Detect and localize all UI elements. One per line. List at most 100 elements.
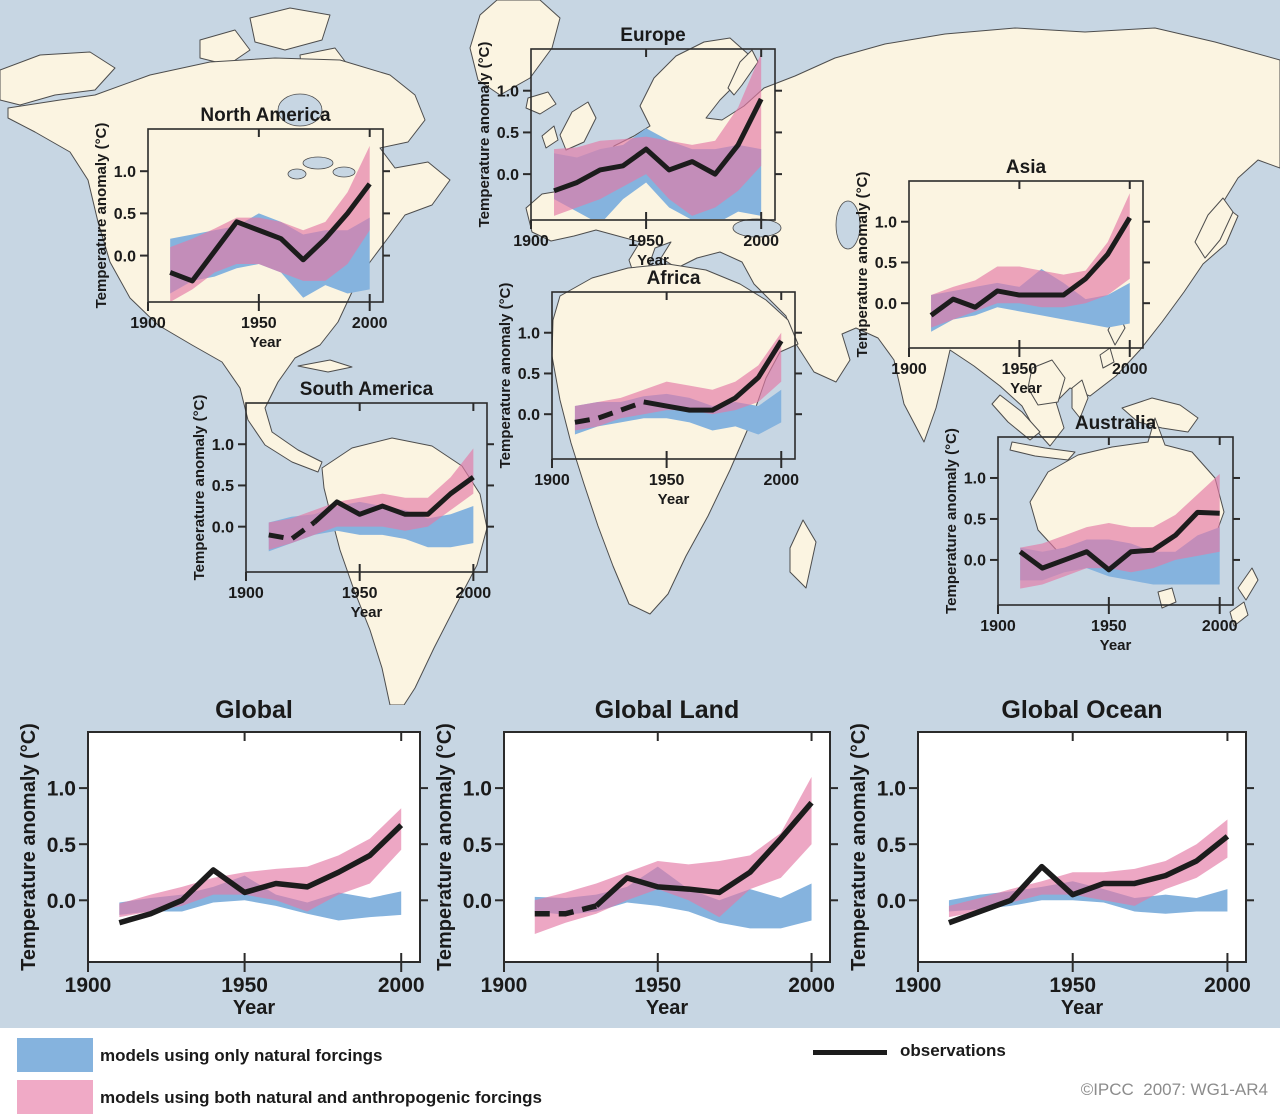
- y-tick-label: 1.0: [463, 778, 492, 801]
- legend-bar: models using only natural forcings model…: [0, 1028, 1280, 1116]
- both-forcings-band: [534, 776, 812, 934]
- observations-line: [643, 339, 784, 413]
- y-tick-label: 0.5: [964, 512, 986, 529]
- x-tick-label: 1950: [221, 974, 268, 997]
- africa-land: [551, 263, 799, 615]
- observations-line-swatch: [813, 1050, 887, 1055]
- panel-title: North America: [200, 105, 331, 126]
- alaska: [0, 51, 116, 106]
- cuba: [297, 359, 353, 373]
- y-tick-label: 0.5: [518, 366, 540, 383]
- y-axis-label: Temperature anomaly (°C): [476, 42, 493, 228]
- x-tick-label: 1950: [1091, 618, 1127, 635]
- y-axis-label: Temperature anomaly (°C): [848, 723, 870, 971]
- y-tick-label: 1.0: [497, 83, 519, 100]
- y-tick-label: 0.5: [877, 834, 907, 857]
- arctic-island-2: [199, 29, 251, 66]
- iceland: [525, 91, 557, 115]
- panel-global: 1900 1950 2000 0.0 0.5 1.0 Global Year Temperatu…: [18, 696, 428, 1019]
- x-tick-label: 1900: [513, 233, 549, 250]
- x-tick-label: 2000: [456, 585, 492, 602]
- eurasia-land: [525, 27, 1280, 447]
- x-tick-label: 1900: [228, 585, 264, 602]
- ireland: [541, 125, 559, 149]
- panel-europe: 1900 1950 2000 0.0 0.5 1.0 Europe Year Temperatu…: [476, 25, 782, 269]
- black-sea: [732, 218, 782, 238]
- both-forcings-band: [554, 53, 762, 216]
- x-axis-label: Year: [1100, 637, 1132, 654]
- plot-frame: [997, 436, 1234, 606]
- both-forcings-band: [268, 448, 474, 550]
- observations-line: [929, 216, 1132, 318]
- x-tick-label: 2000: [743, 233, 779, 250]
- y-axis-label: Temperature anomaly (°C): [943, 428, 960, 614]
- panel-title: South America: [300, 379, 434, 400]
- y-tick-label: 1.0: [875, 214, 897, 231]
- y-tick-label: 0.0: [877, 890, 906, 913]
- hudson-bay: [277, 93, 323, 127]
- greenland: [469, 0, 561, 96]
- y-axis-label: Temperature anomaly (°C): [18, 723, 40, 971]
- x-tick-label: 2000: [788, 974, 835, 997]
- y-tick-label: 0.0: [47, 890, 76, 913]
- plot-frame: [917, 731, 1247, 963]
- x-tick-label: 2000: [1204, 974, 1251, 997]
- y-tick-label: 0.0: [114, 248, 136, 265]
- source-credit: ©IPCC 2007: WG1-AR4: [1080, 1080, 1268, 1099]
- y-tick-label: 0.0: [964, 553, 986, 570]
- both-forcings-band: [170, 145, 370, 301]
- y-tick-label: 0.0: [497, 167, 519, 184]
- y-tick-label: 0.5: [212, 478, 234, 495]
- x-tick-label: 1900: [891, 361, 927, 378]
- philippines-2: [1099, 347, 1115, 369]
- x-axis-label: Year: [250, 334, 282, 351]
- natural-forcings-label: models using only natural forcings: [100, 1046, 383, 1065]
- observations-line-dashed: [268, 520, 316, 542]
- x-tick-label: 1900: [65, 974, 112, 997]
- panel-global-ocean: 1900 1950 2000 0.0 0.5 1.0 Global Ocean Year Tem…: [848, 696, 1254, 1019]
- plot-frame: [908, 180, 1144, 349]
- plot-frame: [551, 291, 796, 460]
- y-axis-label: Temperature anomaly (°C): [497, 283, 514, 469]
- observations-line: [948, 834, 1230, 926]
- plot-frame: [87, 731, 421, 963]
- sumatra: [991, 394, 1041, 441]
- y-tick-label: 1.0: [47, 778, 76, 801]
- new-zealand-north: [1237, 567, 1259, 601]
- arctic-island-1: [249, 7, 331, 51]
- observations-line: [1018, 509, 1220, 573]
- great-lake-2: [332, 166, 356, 178]
- y-tick-label: 1.0: [877, 778, 906, 801]
- x-tick-label: 1900: [130, 315, 166, 332]
- y-axis-label: Temperature anomaly (°C): [434, 723, 456, 971]
- tasmania: [1157, 587, 1177, 609]
- natural-forcings-swatch: [17, 1038, 93, 1072]
- x-tick-label: 1950: [1049, 974, 1096, 997]
- borneo: [1027, 359, 1066, 406]
- y-tick-label: 1.0: [518, 325, 540, 342]
- x-axis-label: Year: [233, 997, 275, 1019]
- observations-line: [594, 800, 814, 908]
- x-tick-label: 2000: [763, 472, 799, 489]
- x-tick-label: 1950: [649, 472, 685, 489]
- madagascar: [789, 519, 817, 589]
- caspian-sea: [835, 200, 861, 250]
- chart-panels: 1900 1950 2000 0.0 0.5 1.0 North America Year Te…: [18, 25, 1254, 1019]
- y-tick-label: 0.5: [47, 834, 77, 857]
- new-guinea: [1121, 397, 1199, 433]
- x-tick-label: 1900: [481, 974, 528, 997]
- y-tick-label: 0.5: [114, 206, 136, 223]
- x-axis-label: Year: [658, 491, 690, 508]
- japan: [1194, 197, 1234, 259]
- x-axis-label: Year: [351, 604, 383, 621]
- observations-line: [118, 823, 404, 926]
- y-tick-label: 0.0: [463, 890, 492, 913]
- plot-frame: [530, 48, 776, 221]
- panel-title: Australia: [1075, 413, 1157, 434]
- x-tick-label: 2000: [1202, 618, 1238, 635]
- y-tick-label: 1.0: [114, 164, 136, 181]
- y-tick-label: 0.0: [518, 407, 540, 424]
- x-tick-label: 1950: [634, 974, 681, 997]
- y-tick-label: 0.5: [497, 125, 519, 142]
- x-tick-label: 1950: [628, 233, 664, 250]
